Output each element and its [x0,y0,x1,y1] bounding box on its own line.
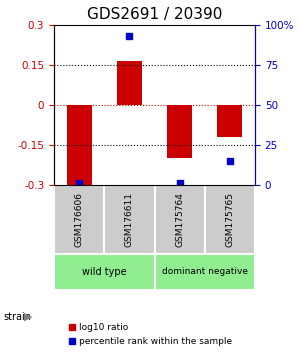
FancyBboxPatch shape [54,254,154,290]
FancyBboxPatch shape [154,185,205,254]
Text: GSM176611: GSM176611 [125,192,134,247]
Title: GDS2691 / 20390: GDS2691 / 20390 [87,7,222,22]
Bar [117,61,142,105]
Bar [217,105,242,137]
FancyBboxPatch shape [54,185,104,254]
Text: ▶: ▶ [24,312,32,322]
Bar [67,105,92,185]
Text: GSM175765: GSM175765 [225,192,234,247]
Legend: log10 ratio, percentile rank within the sample: log10 ratio, percentile rank within the … [64,320,236,349]
FancyBboxPatch shape [104,185,154,254]
Text: GSM176606: GSM176606 [75,192,84,247]
Text: wild type: wild type [82,267,127,277]
Text: dominant negative: dominant negative [162,268,248,276]
Text: strain: strain [3,312,31,322]
FancyBboxPatch shape [154,254,255,290]
FancyBboxPatch shape [205,185,255,254]
Text: GSM175764: GSM175764 [175,192,184,247]
Bar [167,105,192,158]
